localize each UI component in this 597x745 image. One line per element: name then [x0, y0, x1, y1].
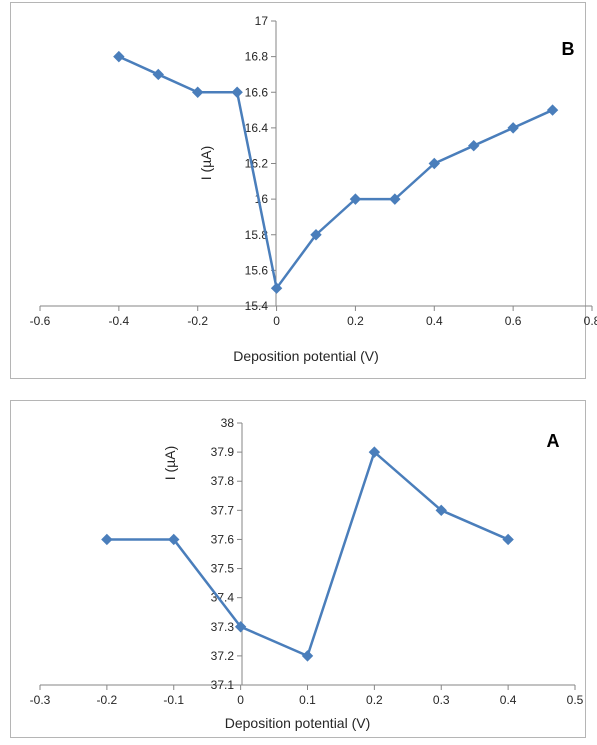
chart-a-y-tick-label: 37.1 [211, 678, 235, 692]
chart-a-y-tick-label: 37.7 [211, 503, 235, 517]
chart-b-data-point [349, 193, 362, 205]
chart-a-x-tick-label: 0.3 [433, 693, 450, 707]
chart-b-data-point [113, 50, 125, 63]
chart-b-y-tick-label: 16.6 [245, 85, 269, 99]
chart-b-x-tick-label: 0.4 [426, 314, 443, 328]
chart-b-y-tick-label: 16.8 [245, 50, 269, 64]
chart-b-y-tick-label: 16.4 [245, 121, 269, 135]
chart-b-x-tick-label: 0.8 [584, 314, 597, 328]
chart-a-y-tick-label: 37.3 [211, 620, 235, 634]
chart-panel-a: -0.3 -0.2 -0.1 0 0.1 0.2 0.3 0.4 0.5 37.1 37.2 37.3… [10, 400, 586, 738]
chart-b-y-axis-title: I (µA) [198, 146, 214, 181]
chart-a-x-tick-label: 0 [237, 693, 244, 707]
chart-a-x-tick-label: 0.4 [500, 693, 517, 707]
chart-b-data-point [389, 193, 401, 205]
chart-a-data-point [435, 504, 447, 517]
chart-b-x-tick-label: -0.6 [30, 314, 51, 328]
chart-b-data-point [270, 282, 283, 294]
chart-b-y-tick-label: 15.6 [245, 263, 269, 277]
chart-a-x-tick-label: 0.5 [567, 693, 584, 707]
chart-a-y-axis-title: I (µA) [162, 446, 178, 481]
chart-a-y-tick-label: 37.2 [211, 649, 235, 663]
chart-b-x-tick-label: 0.6 [505, 314, 522, 328]
chart-a-data-point [502, 533, 514, 546]
chart-a-panel-label: A [547, 431, 560, 451]
chart-b-y-tick-label: 15.8 [245, 228, 269, 242]
chart-a-y-tick-label: 38 [221, 416, 235, 430]
chart-a-y-tick-label: 37.6 [211, 532, 235, 546]
chart-a-y-tick-label: 37.9 [211, 445, 235, 459]
chart-a-x-tick-label: 0.2 [366, 693, 383, 707]
chart-a-x-tick-label: -0.1 [163, 693, 184, 707]
chart-b-data-point [468, 139, 480, 152]
chart-b-data-point [192, 86, 204, 98]
chart-b-data-point [310, 229, 322, 241]
chart-b-y-tick-label: 16.2 [245, 157, 269, 171]
chart-a-svg: -0.3 -0.2 -0.1 0 0.1 0.2 0.3 0.4 0.5 37.1 37.2 37.3… [30, 416, 584, 731]
chart-a-data-point [301, 650, 314, 662]
chart-panel-b: -0.6-0.4-0.200.20.40.60.815.415.615.8161… [10, 2, 597, 379]
chart-b-data-point [546, 104, 559, 116]
chart-a-data-point [368, 446, 381, 458]
chart-a-series-line [106, 450, 509, 658]
chart-b-series-line [118, 55, 554, 290]
chart-a-data-point [168, 533, 180, 546]
chart-b-y-tick-label: 15.4 [245, 299, 269, 313]
chart-b-x-tick-label: 0 [273, 314, 280, 328]
chart-b-data-point [231, 86, 243, 98]
chart-a-x-tick-label: 0.1 [299, 693, 316, 707]
chart-a-x-axis-title: Deposition potential (V) [225, 715, 371, 731]
chart-b-y-tick-label: 17 [255, 14, 269, 28]
chart-b-x-tick-label: -0.4 [109, 314, 130, 328]
chart-b-x-tick-label: -0.2 [187, 314, 208, 328]
chart-a-x-tick-label: -0.3 [30, 693, 51, 707]
chart-b-data-point [428, 157, 440, 170]
chart-a-x-tick-label: -0.2 [97, 693, 118, 707]
chart-b-x-tick-label: 0.2 [347, 314, 364, 328]
chart-b-panel-label: B [562, 39, 575, 59]
chart-b-data-point [507, 122, 519, 134]
chart-b-svg: -0.6-0.4-0.200.20.40.60.815.415.615.8161… [30, 14, 597, 364]
chart-b-data-point [152, 68, 164, 81]
chart-a-data-point [101, 533, 113, 546]
chart-a-y-tick-label: 37.8 [211, 474, 235, 488]
chart-a-data-point [234, 621, 247, 633]
chart-b-x-axis-title: Deposition potential (V) [233, 348, 379, 364]
chart-a-y-tick-label: 37.5 [211, 562, 235, 576]
